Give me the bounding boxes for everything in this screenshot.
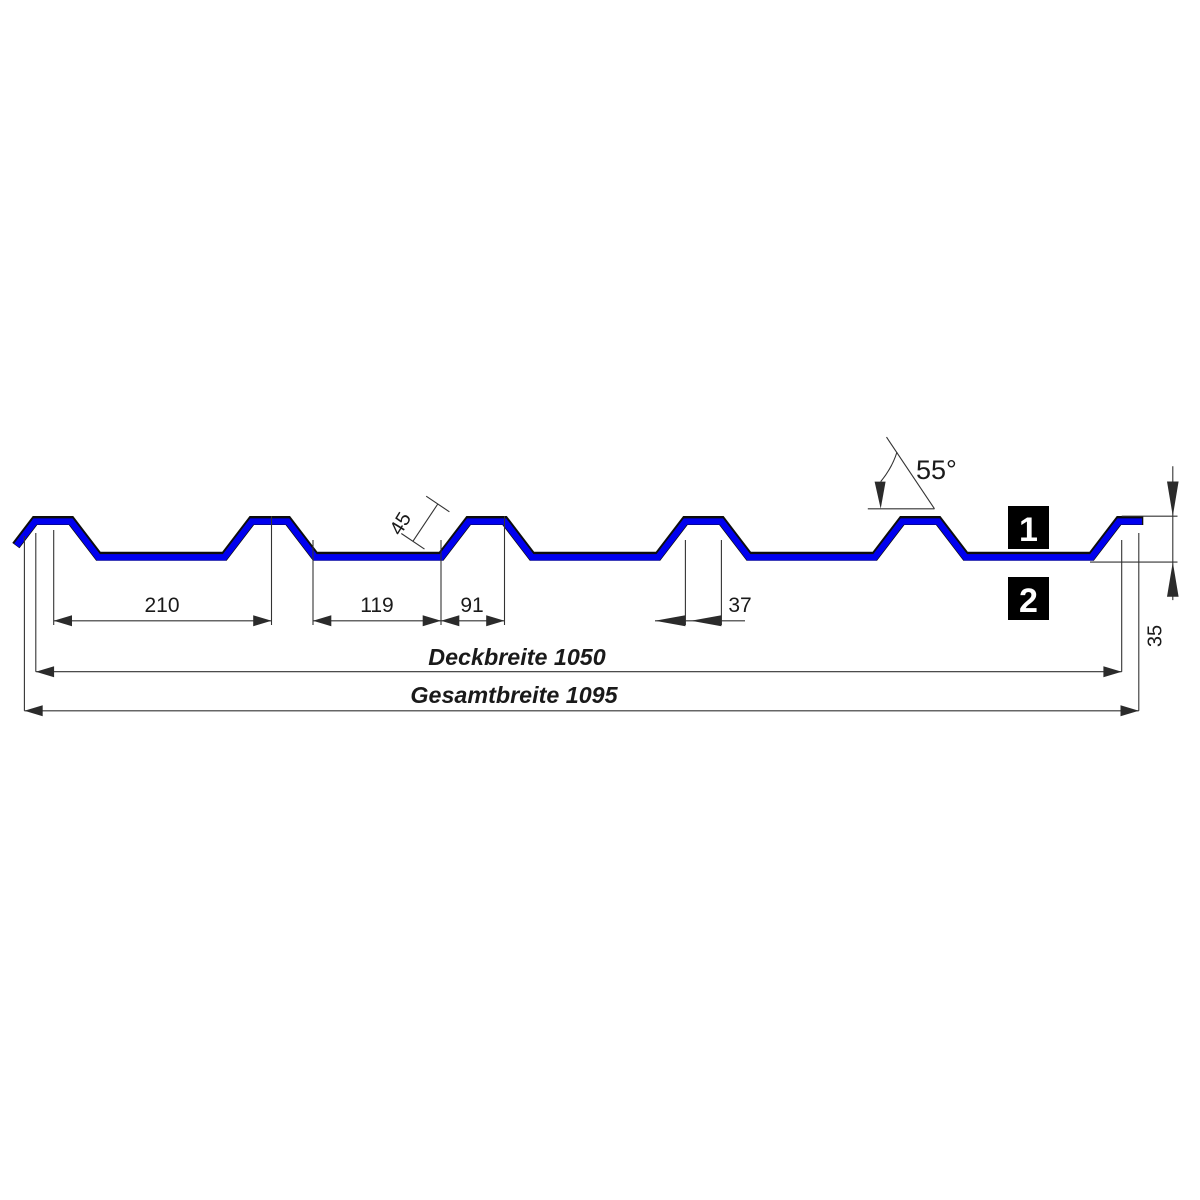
svg-text:119: 119 bbox=[360, 594, 393, 617]
svg-text:35: 35 bbox=[1145, 625, 1167, 647]
svg-text:Deckbreite 1050: Deckbreite 1050 bbox=[428, 644, 605, 670]
svg-text:91: 91 bbox=[460, 594, 483, 617]
svg-text:2: 2 bbox=[1019, 582, 1038, 620]
svg-text:Gesamtbreite 1095: Gesamtbreite 1095 bbox=[410, 682, 618, 708]
svg-text:55°: 55° bbox=[916, 455, 957, 485]
svg-text:37: 37 bbox=[728, 594, 751, 617]
svg-text:210: 210 bbox=[144, 594, 179, 617]
svg-text:1: 1 bbox=[1019, 511, 1038, 549]
svg-text:45: 45 bbox=[386, 509, 416, 539]
